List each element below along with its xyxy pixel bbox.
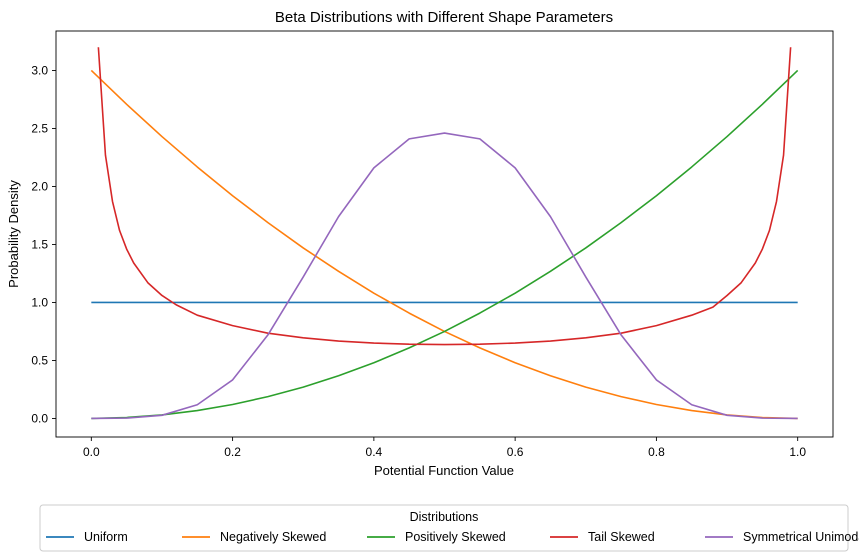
y-tick-label: 0.5 [31, 353, 48, 367]
y-tick-label: 1.0 [31, 295, 48, 309]
legend-label-symmetrical-unimodal: Symmetrical Unimodal [743, 530, 859, 544]
x-tick-label: 0.4 [366, 445, 383, 459]
y-tick-label: 3.0 [31, 63, 48, 77]
chart-title: Beta Distributions with Different Shape … [275, 9, 613, 26]
legend-label-tail-skewed: Tail Skewed [588, 530, 655, 544]
legend-box [39, 504, 849, 552]
x-tick-label: 0.8 [648, 445, 665, 459]
series-line-positively-skewed [91, 69, 799, 420]
series-line-symmetrical-unimodal [91, 132, 798, 420]
y-axis-label: Probability Density [6, 180, 21, 288]
plot-frame [55, 30, 834, 438]
x-tick-label: 0.2 [224, 445, 241, 459]
x-tick-label: 0.0 [83, 445, 100, 459]
x-tick-label: 0.6 [507, 445, 524, 459]
series-line-tail-skewed [97, 47, 792, 346]
x-tick-label: 1.0 [789, 445, 806, 459]
legend-label-positively-skewed: Positively Skewed [405, 530, 506, 544]
y-tick-label: 2.0 [31, 179, 48, 193]
y-tick-label: 1.5 [31, 237, 48, 251]
x-axis-label: Potential Function Value [374, 463, 514, 478]
legend-label-uniform: Uniform [84, 530, 128, 544]
y-tick-label: 0.0 [31, 411, 48, 425]
series-layer [90, 47, 799, 420]
x-axis-ticks: 0.0 0.2 0.4 0.6 0.8 1.0 [83, 437, 806, 459]
legend-items: Uniform Negatively Skewed Positively Skewe… [46, 530, 859, 544]
legend-label-negatively-skewed: Negatively Skewed [220, 530, 326, 544]
legend: Distributions Uniform Negatively Skewed Po… [39, 504, 859, 552]
y-tick-label: 2.5 [31, 121, 48, 135]
plot-area [55, 30, 834, 438]
y-axis-ticks: 0.0 0.5 1.0 1.5 2.0 2.5 3.0 [31, 63, 56, 425]
legend-title: Distributions [410, 510, 479, 524]
